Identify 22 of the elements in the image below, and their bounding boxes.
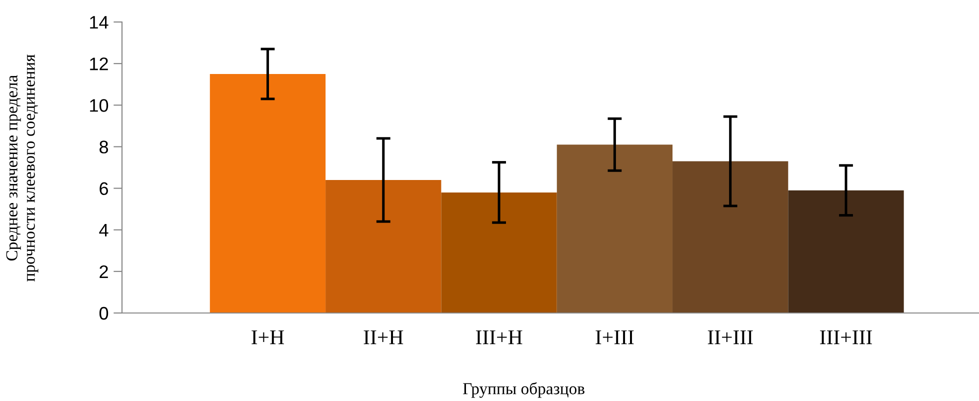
bar [556, 144, 673, 313]
bar [210, 74, 326, 313]
x-tick-label: III+H [476, 330, 522, 344]
x-tick-label: II+H [364, 330, 404, 344]
bar [326, 180, 442, 313]
y-tick-label: 10 [90, 99, 108, 112]
x-tick-label: III+III [820, 330, 872, 344]
y-tick-label: 14 [90, 16, 108, 29]
y-tick-label: 12 [90, 58, 108, 70]
y-tick-label: 2 [100, 265, 108, 278]
y-tick-label: 4 [99, 224, 108, 236]
x-tick-label: I+III [596, 330, 634, 344]
y-tick-label: 8 [100, 140, 108, 154]
x-tick-label: II+III [708, 330, 753, 344]
y-tick-label: 6 [100, 182, 108, 196]
bar [441, 192, 557, 313]
y-tick-label: 0 [99, 306, 108, 320]
bar [788, 190, 904, 313]
x-axis-title: Группы образцов [463, 382, 584, 398]
y-axis-title: Среднее значение предела прочности клеевого соединения [6, 54, 38, 282]
x-tick-label: I+H [252, 330, 284, 344]
bar [672, 161, 788, 313]
